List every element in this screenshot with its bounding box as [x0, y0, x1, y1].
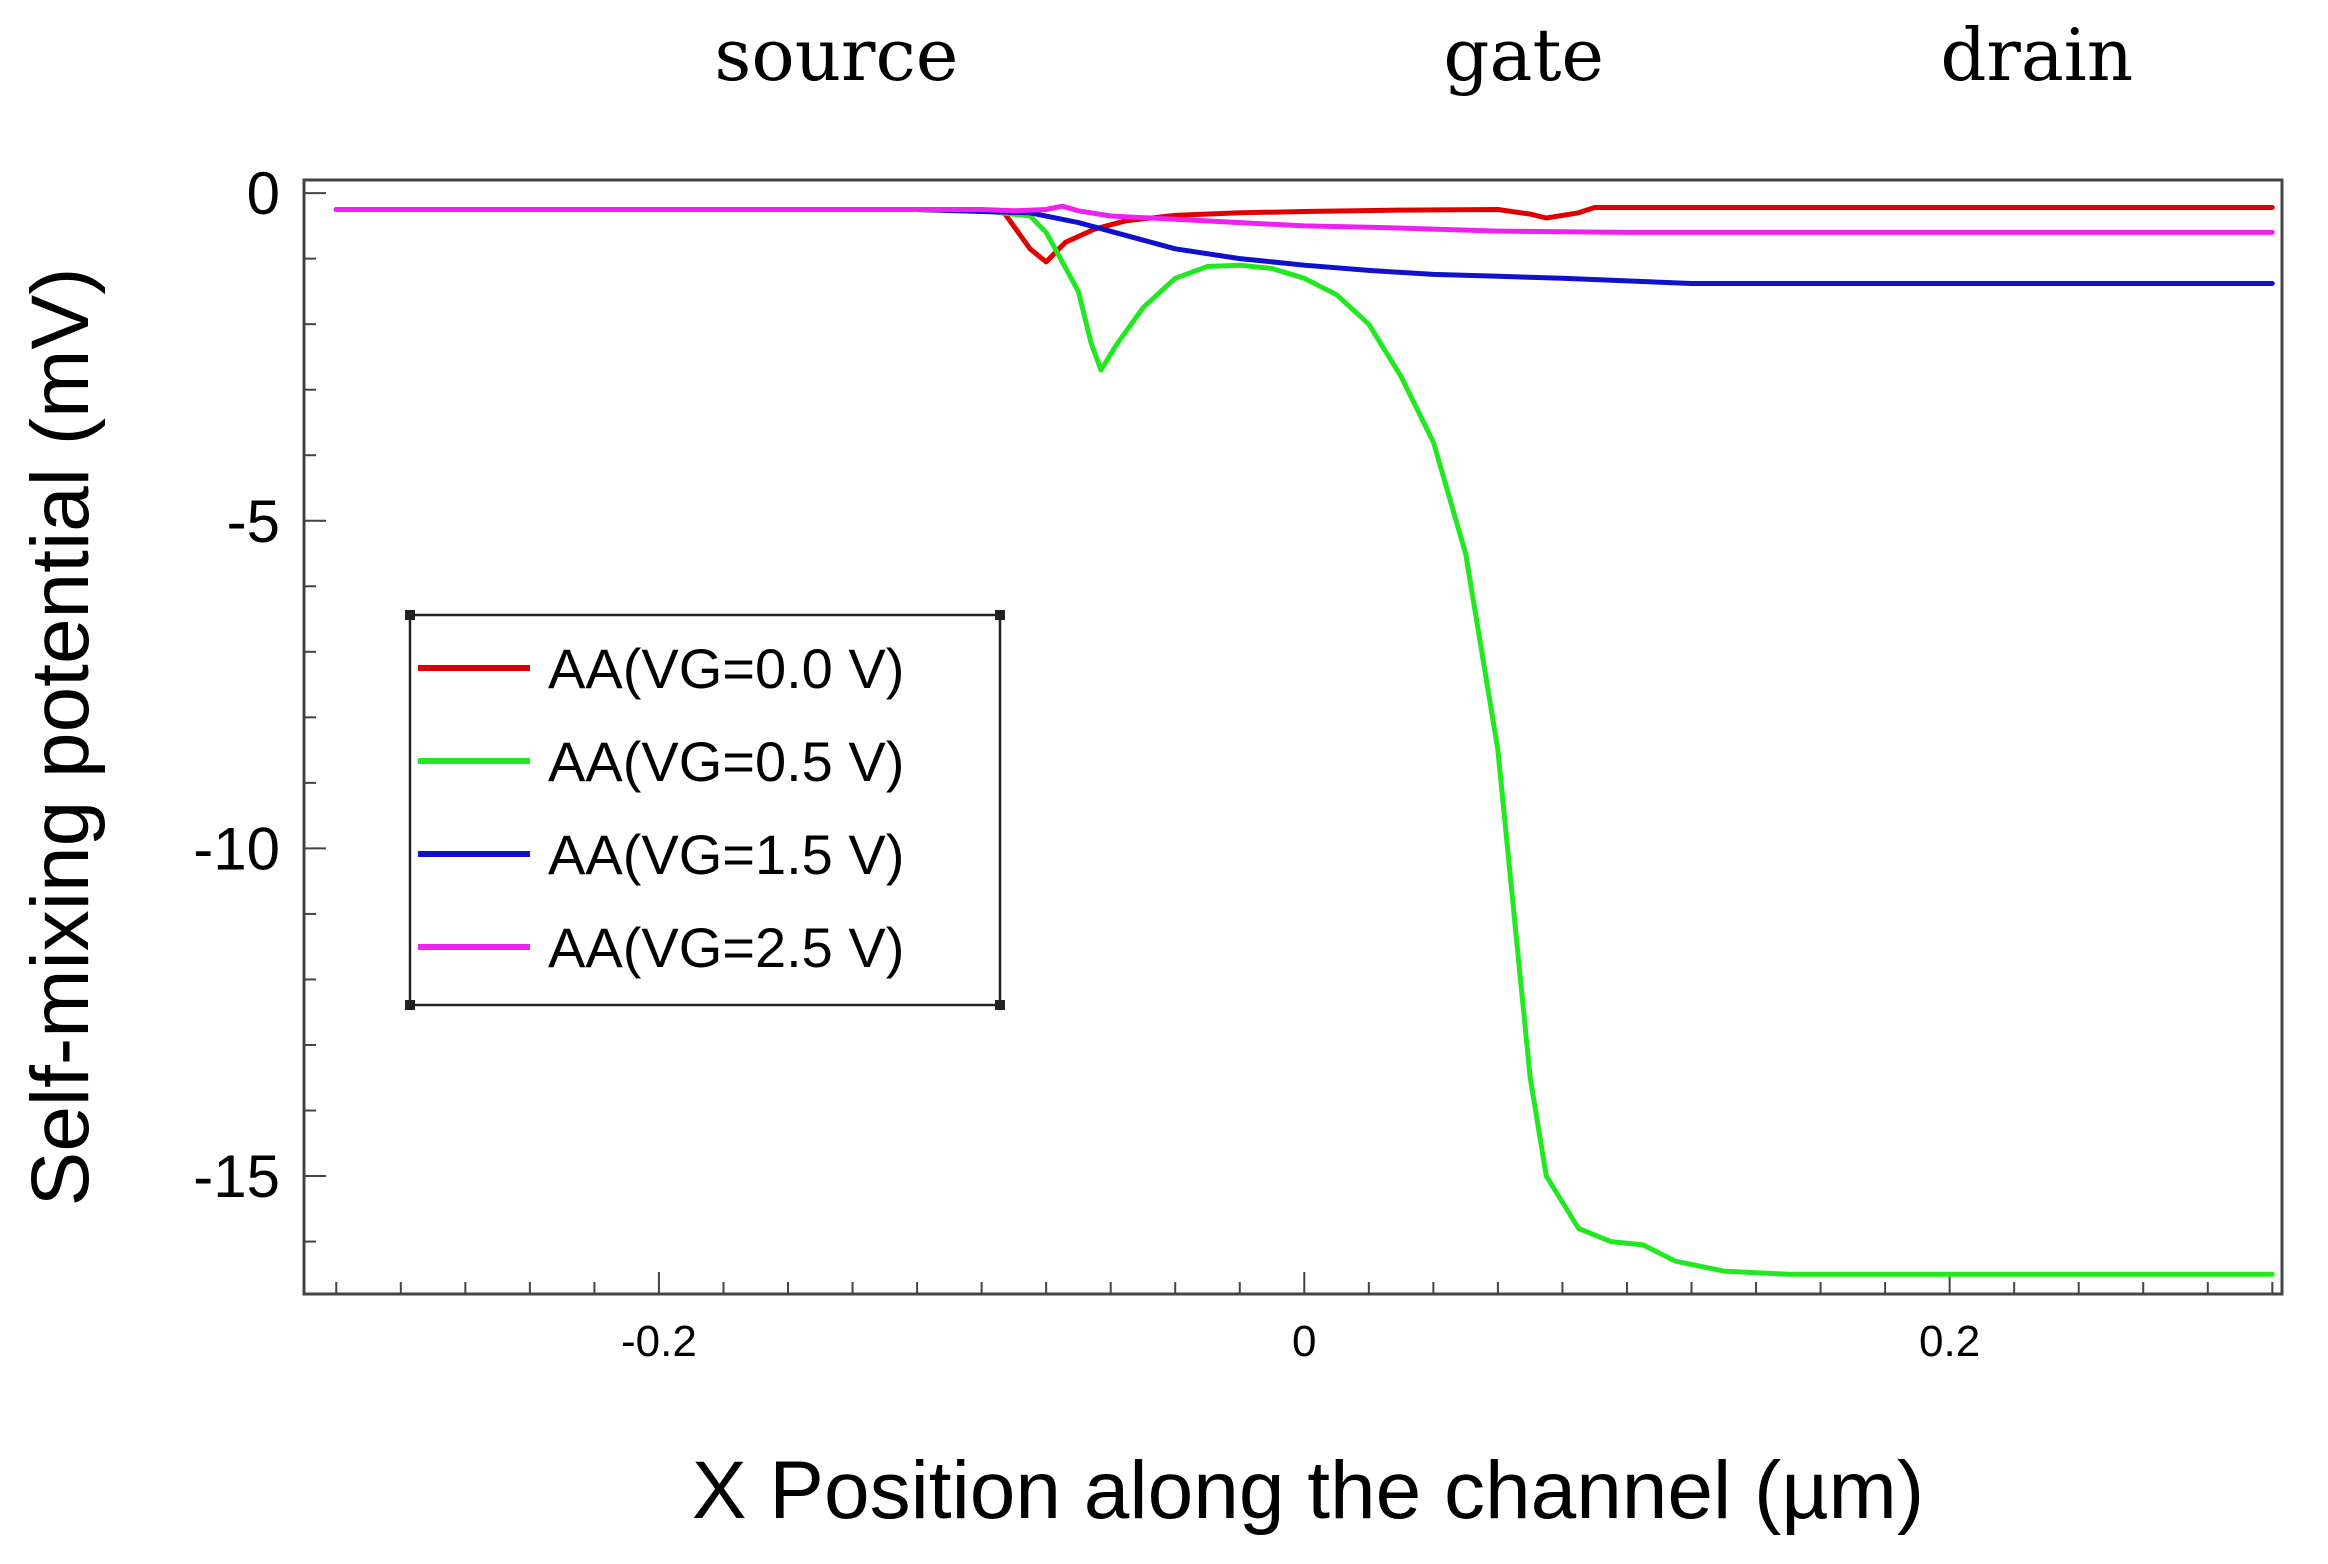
- y-tick-label: 0: [247, 160, 280, 227]
- x-axis-ticks: -0.2 0 0.2: [335, 1272, 2274, 1366]
- y-tick-label: -15: [193, 1143, 280, 1210]
- y-tick-label: -5: [227, 488, 280, 555]
- legend-corner-marker: [405, 1000, 415, 1010]
- x-tick-label: 0.2: [1919, 1317, 1980, 1366]
- x-tick-label: 0: [1292, 1317, 1316, 1366]
- y-axis-title: Self-mixing potential (mV): [15, 268, 106, 1207]
- series-line-AA(VG=1.5 V): [333, 207, 2275, 286]
- series-line-AA(VG=0.5 V): [333, 207, 2275, 1277]
- legend: AA(VG=0.0 V) AA(VG=0.5 V) AA(VG=1.5 V) AA(V…: [405, 610, 1005, 1010]
- series-line-AA(VG=2.5 V): [333, 203, 2275, 235]
- legend-corner-marker: [995, 610, 1005, 620]
- legend-corner-marker: [995, 1000, 1005, 1010]
- legend-entries: AA(VG=0.0 V) AA(VG=0.5 V) AA(VG=1.5 V) AA(V…: [418, 637, 904, 979]
- series-line-AA(VG=0.0 V): [333, 205, 2275, 265]
- plot-area: [302, 178, 2284, 1296]
- x-axis-title: X Position along the channel (µm): [692, 1445, 1924, 1536]
- legend-label: AA(VG=2.5 V): [548, 916, 904, 979]
- y-axis-ticks: 0 -5 -10 -15: [193, 160, 326, 1243]
- x-tick-label: -0.2: [621, 1317, 697, 1366]
- legend-corner-marker: [405, 610, 415, 620]
- legend-label: AA(VG=1.5 V): [548, 823, 904, 886]
- legend-label: AA(VG=0.0 V): [548, 637, 904, 700]
- legend-label: AA(VG=0.5 V): [548, 730, 904, 793]
- y-tick-label: -10: [193, 815, 280, 882]
- region-label-source: source: [714, 13, 958, 97]
- region-labels: source gate drain: [714, 13, 2133, 97]
- region-label-gate: gate: [1443, 13, 1604, 97]
- series-lines: [333, 203, 2275, 1277]
- region-label-drain: drain: [1940, 13, 2133, 97]
- legend-box: [408, 613, 1002, 1007]
- plot-frame: [302, 178, 2284, 1296]
